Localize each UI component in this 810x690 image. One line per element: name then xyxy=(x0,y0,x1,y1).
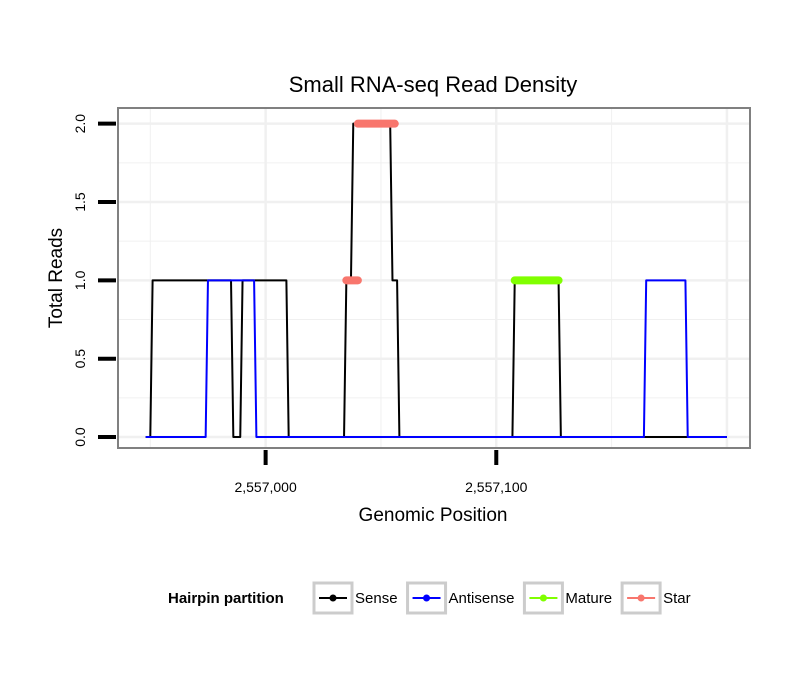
legend-item-mature: Mature xyxy=(522,581,612,615)
x-axis: 2,557,000 2,557,100 xyxy=(234,450,528,495)
x-tick-label: 2,557,000 xyxy=(234,479,296,495)
legend: Hairpin partition Sense Antisense Mature St… xyxy=(168,581,691,615)
legend-item-label: Star xyxy=(663,590,691,607)
x-tick-label: 2,557,100 xyxy=(465,479,527,495)
legend-item-label: Sense xyxy=(355,590,398,607)
legend-title: Hairpin partition xyxy=(168,590,284,607)
y-axis-label: Total Reads xyxy=(46,228,67,328)
panel-background xyxy=(118,108,750,448)
y-tick-label: 1.5 xyxy=(72,192,88,212)
y-axis: 0.0 0.5 1.0 1.5 2.0 xyxy=(72,114,116,447)
legend-item-antisense: Antisense xyxy=(406,581,515,615)
plot-panel xyxy=(117,107,751,449)
series-layer xyxy=(145,119,727,439)
legend-key-point xyxy=(637,594,645,602)
panel-border xyxy=(117,107,751,449)
legend-items: Sense Antisense Mature Star xyxy=(312,581,691,615)
legend-key-point xyxy=(423,594,431,602)
series-antisense-line xyxy=(145,279,727,439)
x-axis-label: Genomic Position xyxy=(359,505,508,526)
legend-key-point xyxy=(329,594,337,602)
legend-item-label: Antisense xyxy=(449,590,515,607)
y-tick-label: 1.0 xyxy=(72,270,88,290)
y-tick-label: 2.0 xyxy=(72,114,88,134)
grid xyxy=(118,108,750,448)
legend-item-label: Mature xyxy=(565,590,612,607)
chart-title: Small RNA-seq Read Density xyxy=(289,72,578,97)
legend-key-point xyxy=(539,594,547,602)
legend-item-sense: Sense xyxy=(312,581,398,615)
y-tick-label: 0.0 xyxy=(72,427,88,447)
y-tick-label: 0.5 xyxy=(72,349,88,369)
legend-item-star: Star xyxy=(620,581,691,615)
